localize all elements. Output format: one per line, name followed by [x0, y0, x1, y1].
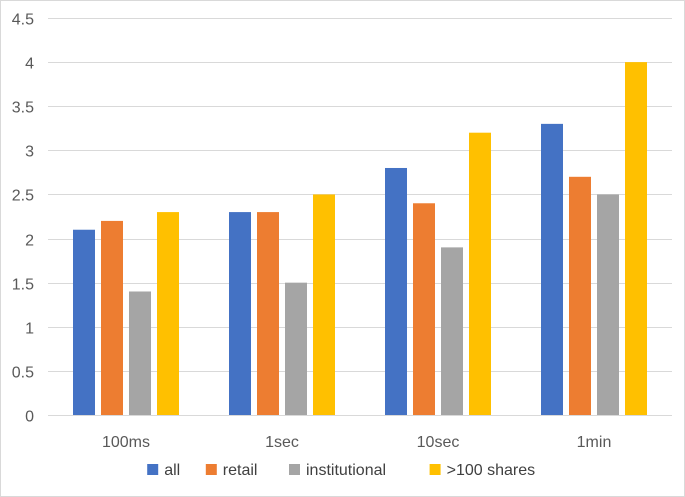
- gridlines: [48, 18, 672, 416]
- legend-swatch: [289, 464, 300, 475]
- bar-all-10sec: [385, 167, 407, 415]
- y-tick-label: 3.5: [12, 100, 34, 117]
- bar-institutional-1sec: [285, 282, 307, 415]
- x-tick-label: 1min: [577, 434, 612, 451]
- bar--100-shares-1min: [625, 62, 647, 415]
- y-tick-label: 2: [25, 233, 34, 250]
- axes: 0 0.5 1 1.5 2 2.5 3 3.5 4 4.5 100ms 1sec 10sec 1min: [12, 12, 612, 452]
- y-tick-label: 1: [25, 321, 34, 338]
- legend: all retail institutional >100 shares: [147, 462, 535, 479]
- y-tick-label: 0.5: [12, 365, 34, 382]
- legend-label: >100 shares: [447, 462, 536, 479]
- legend-label: retail: [223, 462, 258, 479]
- bar-institutional-100ms: [129, 291, 151, 415]
- y-tick-label: 0: [25, 409, 34, 426]
- y-tick-label: 4: [25, 56, 34, 73]
- bar-institutional-10sec: [441, 247, 463, 415]
- y-tick-label: 2.5: [12, 188, 34, 205]
- bar--100-shares-1sec: [313, 194, 335, 415]
- legend-label: institutional: [306, 462, 386, 479]
- bar-retail-100ms: [101, 220, 123, 415]
- bars: [73, 62, 647, 415]
- y-tick-label: 4.5: [12, 12, 34, 29]
- x-tick-label: 100ms: [102, 434, 150, 451]
- legend-swatch: [205, 464, 217, 475]
- x-tick-label: 10sec: [417, 434, 460, 451]
- x-tick-label: 1sec: [265, 434, 299, 451]
- bar-all-1min: [541, 123, 563, 415]
- bar-retail-1sec: [257, 212, 279, 415]
- bar-all-1sec: [229, 212, 251, 415]
- legend-swatch: [429, 464, 441, 475]
- bar-retail-1min: [569, 176, 591, 415]
- bar--100-shares-10sec: [469, 132, 491, 415]
- bar-retail-10sec: [413, 203, 435, 415]
- bar-institutional-1min: [597, 194, 619, 415]
- legend-label: all: [164, 462, 180, 479]
- y-tick-label: 3: [25, 144, 34, 161]
- y-tick-label: 1.5: [12, 277, 34, 294]
- bar--100-shares-100ms: [157, 212, 179, 415]
- legend-swatch: [147, 464, 159, 475]
- bar-all-100ms: [73, 229, 95, 415]
